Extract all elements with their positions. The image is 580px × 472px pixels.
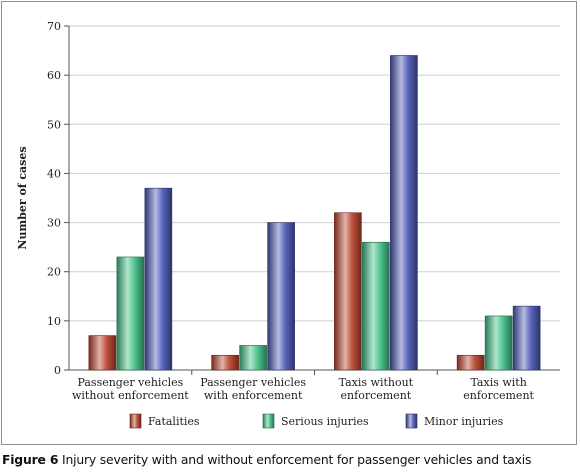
legend: Fatalities Serious injuries Minor injuries — [129, 413, 504, 429]
y-tick-label: 20 — [47, 266, 61, 279]
y-tick-label: 60 — [47, 69, 61, 82]
bars — [88, 55, 541, 371]
x-category-label: Passenger vehicles — [77, 376, 183, 389]
y-axis-label: Number of cases — [16, 146, 29, 249]
y-tick-labels: 0 10 20 30 40 50 60 70 — [47, 20, 61, 377]
legend-label: Serious injuries — [281, 415, 369, 428]
x-category-label: Taxis with — [470, 376, 526, 389]
bar-minor-injuries — [144, 187, 173, 371]
x-category-label: Passenger vehicles — [200, 376, 306, 389]
figure-caption-text: Injury severity with and without enforce… — [62, 452, 532, 467]
legend-swatch — [129, 413, 142, 429]
bar-serious-injuries — [484, 315, 513, 371]
bar-fatalities — [334, 212, 362, 371]
y-tick-label: 0 — [54, 364, 61, 377]
bar-fatalities — [456, 354, 485, 371]
figure-label: Figure 6 — [2, 452, 59, 467]
bar-fatalities — [88, 335, 117, 371]
x-category-label: enforcement — [463, 389, 534, 402]
bar-serious-injuries — [362, 241, 390, 371]
y-tick-label: 40 — [47, 167, 61, 180]
x-category-label: with enforcement — [204, 389, 303, 402]
legend-swatch — [262, 413, 275, 429]
x-category-label: enforcement — [341, 389, 412, 402]
chart-frame: 0 10 20 30 40 50 60 70 Passenger vehicles withou… — [1, 1, 577, 445]
bar-serious-injuries — [239, 345, 267, 371]
y-tick-label: 30 — [47, 217, 61, 230]
figure-caption: Figure 6 Injury severity with and withou… — [2, 452, 531, 467]
bar-serious-injuries — [116, 256, 145, 371]
bar-minor-injuries — [267, 222, 295, 371]
x-category-label: Taxis without — [339, 376, 414, 389]
bar-minor-injuries — [390, 55, 418, 371]
legend-label: Minor injuries — [424, 415, 504, 428]
bar-minor-injuries — [512, 305, 541, 371]
y-tick-label: 10 — [47, 315, 61, 328]
x-category-label: without enforcement — [72, 389, 189, 402]
legend-swatch — [405, 413, 418, 429]
y-tick-label: 50 — [47, 118, 61, 131]
y-tick-label: 70 — [47, 20, 61, 33]
legend-label: Fatalities — [148, 415, 200, 428]
bar-fatalities — [211, 354, 239, 371]
